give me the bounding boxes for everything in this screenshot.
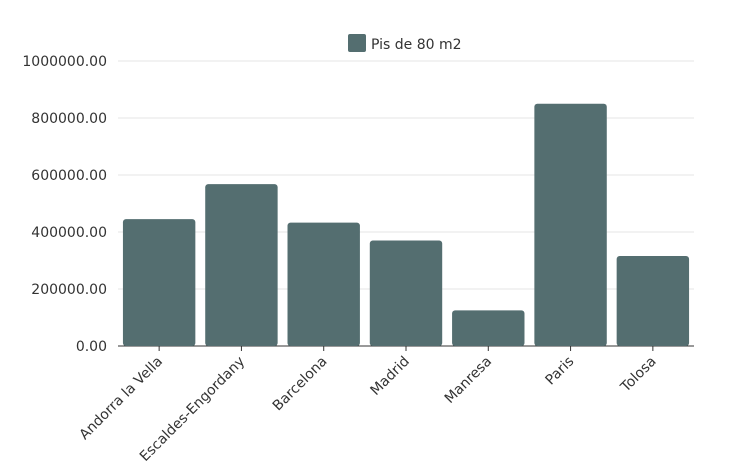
y-tick-label: 800000.00 xyxy=(31,111,107,127)
legend[interactable]: Pis de 80 m2 xyxy=(348,34,462,53)
x-tick-label: Tolosa xyxy=(617,354,659,396)
x-tick-label: Andorra la Vella xyxy=(76,354,166,444)
y-tick-label: 200000.00 xyxy=(31,282,107,298)
y-tick-label: 1000000.00 xyxy=(22,54,107,70)
bar[interactable] xyxy=(122,219,196,346)
axes xyxy=(118,345,694,351)
bar[interactable] xyxy=(616,255,690,346)
x-tick-label: Barcelona xyxy=(270,354,331,415)
y-axis-ticks: 0.00 200000.00 400000.00 600000.00 800000.00… xyxy=(22,54,107,355)
x-tick-label: Manresa xyxy=(442,354,495,407)
y-tick-label: 400000.00 xyxy=(31,225,107,241)
bar[interactable] xyxy=(205,184,278,346)
y-tick-label: 0.00 xyxy=(76,339,107,355)
bar[interactable] xyxy=(287,222,360,346)
x-tick-label: Paris xyxy=(543,354,578,389)
bar-series xyxy=(122,103,690,346)
legend-swatch xyxy=(348,34,366,52)
bar[interactable] xyxy=(452,310,525,346)
bar[interactable] xyxy=(534,103,607,346)
legend-label: Pis de 80 m2 xyxy=(371,37,462,53)
bar[interactable] xyxy=(369,240,443,346)
y-tick-label: 600000.00 xyxy=(31,168,107,184)
x-tick-label: Madrid xyxy=(368,354,413,399)
